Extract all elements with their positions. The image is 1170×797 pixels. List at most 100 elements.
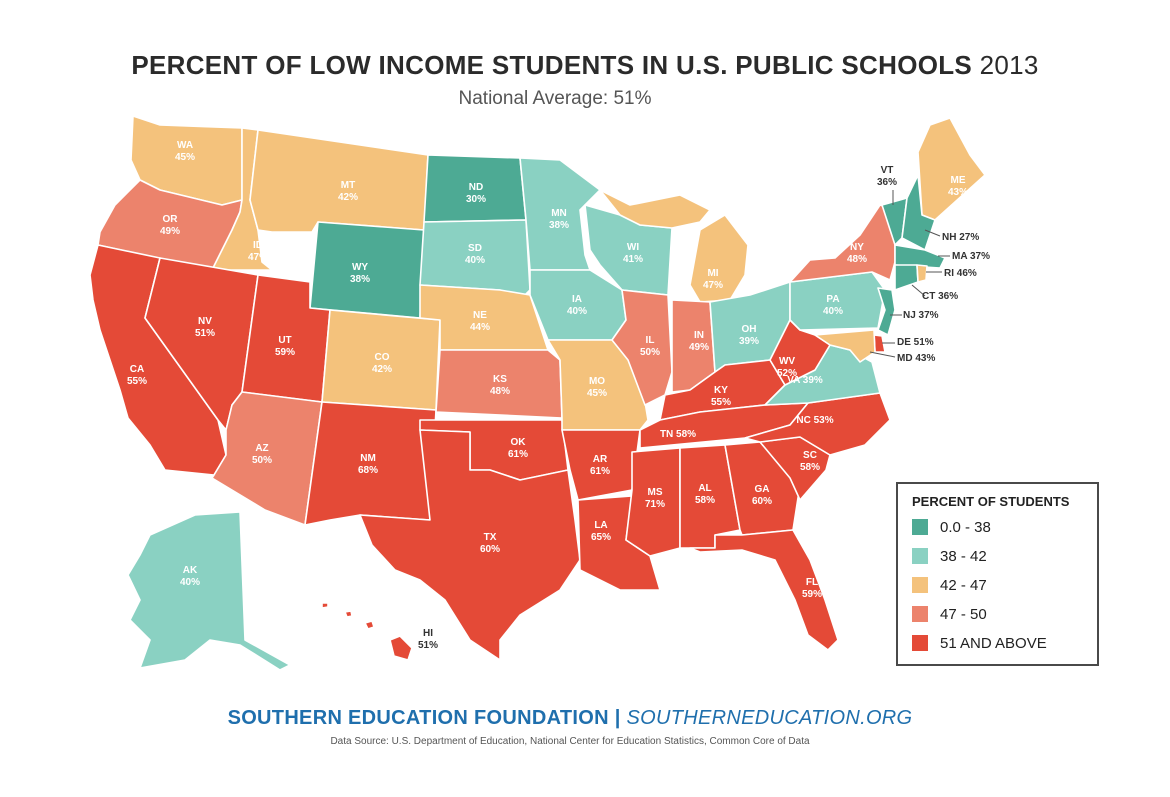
state-abbr-SD: SD: [468, 243, 482, 254]
state-label-NJ: NJ 37%: [903, 310, 939, 321]
state-abbr-CO: CO: [375, 352, 390, 363]
legend-item: 42 - 47: [912, 574, 987, 596]
state-MN: [519, 157, 601, 271]
state-pct-WA: 45%: [175, 152, 195, 163]
state-MT: [249, 129, 429, 233]
data-source-note: Data Source: U.S. Department of Educatio…: [330, 736, 810, 747]
state-pct-MI: 47%: [703, 280, 723, 291]
state-ME: [917, 117, 986, 221]
state-pct-MS: 71%: [645, 499, 665, 510]
state-pct-SD: 40%: [465, 255, 485, 266]
state-pct-OK: 61%: [508, 449, 528, 460]
state-abbr-UT: UT: [278, 335, 291, 346]
legend-swatch: [912, 548, 928, 564]
state-IL: [611, 289, 673, 406]
state-abbr-VT: VT: [881, 165, 894, 176]
state-MA: [894, 244, 946, 269]
state-pct-FL: 59%: [802, 589, 822, 600]
state-pct-HI: 51%: [418, 640, 438, 651]
state-abbr-TX: TX: [484, 532, 497, 543]
state-NJ: [877, 287, 896, 336]
legend-item: 51 AND ABOVE: [912, 632, 1047, 654]
state-abbr-WV: WV: [779, 356, 795, 367]
state-pct-AL: 58%: [695, 495, 715, 506]
state-pct-GA: 60%: [752, 496, 772, 507]
title-year: 2013: [979, 50, 1039, 80]
legend-item: 47 - 50: [912, 603, 987, 625]
legend-label: 0.0 - 38: [940, 518, 991, 536]
state-pct-TX: 60%: [480, 544, 500, 555]
state-abbr-IL: IL: [646, 335, 655, 346]
state-pct-AR: 61%: [590, 466, 610, 477]
leader-CT: [911, 284, 926, 297]
state-pct-ME: 43%: [948, 187, 968, 198]
state-pct-WV: 52%: [777, 368, 797, 379]
state-abbr-OH: OH: [742, 324, 757, 335]
state-label-NC: NC 53%: [796, 415, 833, 426]
state-pct-UT: 59%: [275, 347, 295, 358]
state-RI: [916, 264, 928, 283]
state-pct-IA: 40%: [567, 306, 587, 317]
state-HI-island-1: [364, 620, 375, 630]
state-pct-VT: 36%: [877, 177, 897, 188]
state-pct-MN: 38%: [549, 220, 569, 231]
state-label-CT: CT 36%: [922, 291, 958, 302]
footer-org: SOUTHERN EDUCATION FOUNDATION: [227, 707, 609, 729]
state-abbr-CA: CA: [130, 364, 144, 375]
legend-swatch: [912, 606, 928, 622]
state-abbr-GA: GA: [755, 484, 770, 495]
state-TX: [359, 429, 581, 661]
state-pct-AK: 40%: [180, 577, 200, 588]
state-pct-KS: 48%: [490, 386, 510, 397]
state-pct-LA: 65%: [591, 532, 611, 543]
state-abbr-NV: NV: [198, 316, 212, 327]
state-label-MA: MA 37%: [952, 251, 990, 262]
map-legend: PERCENT OF STUDENTS 0.0 - 38 38 - 42 42 …: [896, 482, 1099, 666]
state-pct-MO: 45%: [587, 388, 607, 399]
state-abbr-MN: MN: [551, 208, 567, 219]
legend-title: PERCENT OF STUDENTS: [912, 494, 1070, 509]
state-abbr-MO: MO: [589, 376, 605, 387]
state-abbr-SC: SC: [803, 450, 817, 461]
state-label-DE: DE 51%: [897, 337, 934, 348]
state-IA: [529, 269, 627, 341]
legend-label: 51 AND ABOVE: [940, 634, 1047, 652]
state-abbr-NM: NM: [360, 453, 376, 464]
state-abbr-WI: WI: [627, 242, 639, 253]
state-label-NH: NH 27%: [942, 232, 979, 243]
footer-url-link[interactable]: SOUTHERNEDUCATION.ORG: [626, 707, 913, 729]
state-abbr-NY: NY: [850, 242, 864, 253]
state-pct-PA: 40%: [823, 306, 843, 317]
state-abbr-AZ: AZ: [255, 443, 268, 454]
state-abbr-KY: KY: [714, 385, 728, 396]
state-pct-KY: 55%: [711, 397, 731, 408]
state-AK: [127, 511, 291, 671]
map-title: PERCENT OF LOW INCOME STUDENTS IN U.S. P…: [131, 50, 1039, 80]
state-abbr-MI: MI: [707, 268, 718, 279]
state-pct-NV: 51%: [195, 328, 215, 339]
state-abbr-LA: LA: [594, 520, 607, 531]
leader-MD: [869, 351, 896, 358]
legend-swatch: [912, 577, 928, 593]
state-pct-IN: 49%: [689, 342, 709, 353]
state-MD: [814, 329, 876, 363]
state-pct-CO: 42%: [372, 364, 392, 375]
legend-swatch: [912, 635, 928, 651]
state-pct-CA: 55%: [127, 376, 147, 387]
state-label-VA: VA 39%: [787, 375, 823, 386]
state-pct-WI: 41%: [623, 254, 643, 265]
state-HI-island-2: [344, 610, 353, 618]
state-abbr-PA: PA: [826, 294, 839, 305]
state-abbr-IN: IN: [694, 330, 704, 341]
state-HI-island-3: [321, 602, 329, 609]
footer-separator: |: [614, 707, 621, 729]
state-abbr-ID: ID: [253, 240, 263, 251]
legend-item: 38 - 42: [912, 545, 987, 567]
state-MI: [689, 214, 749, 303]
state-abbr-AK: AK: [183, 565, 198, 576]
state-FL: [689, 529, 839, 651]
state-NY: [789, 204, 896, 283]
state-abbr-OR: OR: [163, 214, 179, 225]
state-pct-SC: 58%: [800, 462, 820, 473]
